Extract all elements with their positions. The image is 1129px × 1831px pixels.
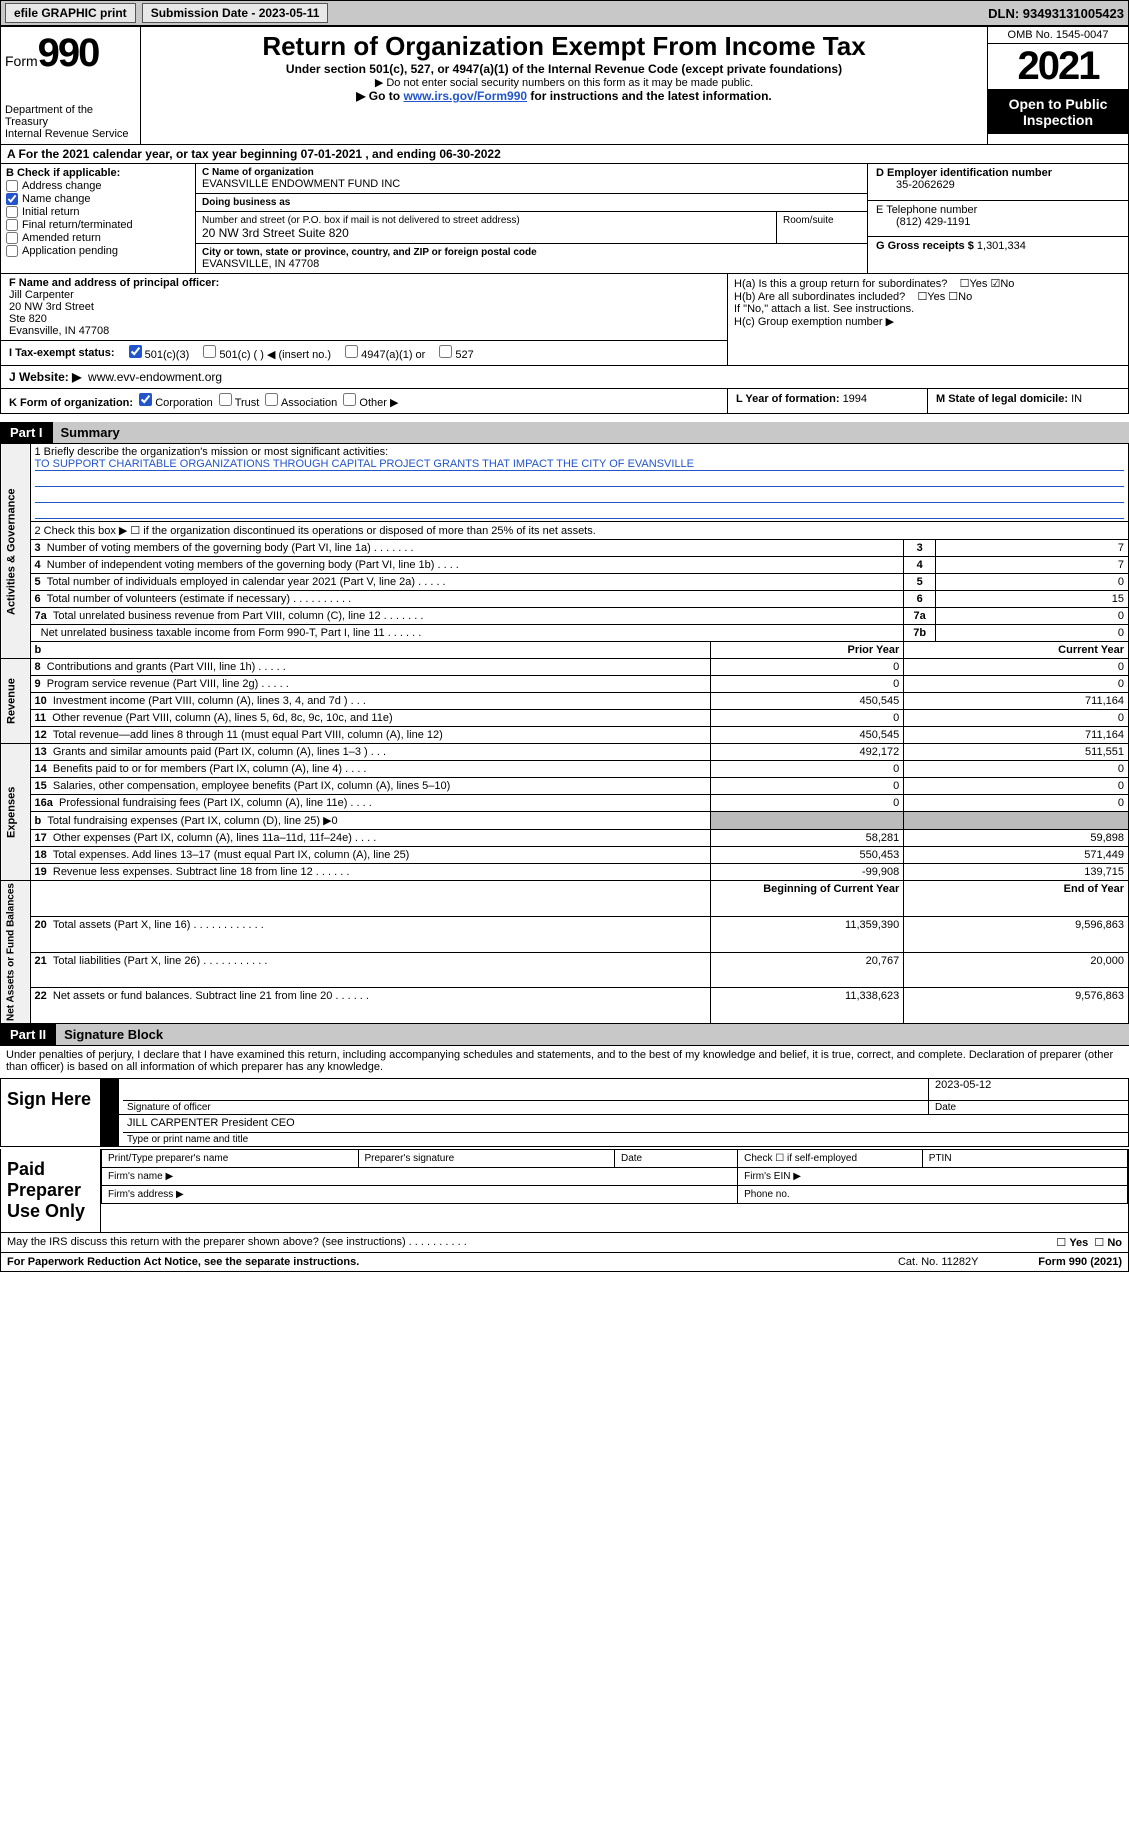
chk-other[interactable]: [343, 393, 356, 406]
form-title: Return of Organization Exempt From Incom…: [147, 31, 981, 62]
city-label: City or town, state or province, country…: [202, 247, 861, 258]
i-label: I Tax-exempt status:: [9, 347, 115, 359]
part1-header: Part I Summary: [0, 422, 1129, 443]
gov-row: 3 Number of voting members of the govern…: [1, 540, 1129, 557]
part2-header: Part II Signature Block: [0, 1024, 1129, 1045]
goto-pre: ▶ Go to: [356, 89, 403, 103]
gov-row: 4 Number of independent voting members o…: [1, 557, 1129, 574]
dept-label: Department of the Treasury: [5, 104, 136, 128]
ein-label: D Employer identification number: [876, 167, 1120, 179]
form-number: 990: [38, 31, 99, 75]
b-label: B Check if applicable:: [6, 167, 190, 179]
street-label: Number and street (or P.O. box if mail i…: [202, 215, 770, 226]
submission-date-button[interactable]: Submission Date - 2023-05-11: [142, 3, 329, 23]
sign-here-label: Sign Here: [1, 1079, 101, 1146]
form-header: Form990 Department of the Treasury Inter…: [0, 26, 1129, 145]
gov-row: 7a Total unrelated business revenue from…: [1, 608, 1129, 625]
gross-value: 1,301,334: [977, 240, 1026, 252]
preparer-section: Paid Preparer Use Only Print/Type prepar…: [0, 1149, 1129, 1233]
chk-amended-return[interactable]: [6, 232, 18, 244]
ssn-note: ▶ Do not enter social security numbers o…: [147, 76, 981, 89]
officer-section: F Name and address of principal officer:…: [0, 274, 1129, 366]
dba-label: Doing business as: [202, 197, 861, 208]
phone-value: (812) 429-1191: [876, 216, 1120, 228]
omb-number: OMB No. 1545-0047: [988, 27, 1128, 44]
tax-year: 2021: [988, 44, 1128, 90]
chk-501c[interactable]: [203, 345, 216, 358]
top-toolbar: efile GRAPHIC print Submission Date - 20…: [0, 0, 1129, 26]
mission-label: 1 Briefly describe the organization's mi…: [35, 446, 1125, 458]
chk-4947[interactable]: [345, 345, 358, 358]
chk-trust[interactable]: [219, 393, 232, 406]
h-note: If "No," attach a list. See instructions…: [734, 303, 1122, 315]
ein-value: 35-2062629: [876, 179, 1120, 191]
ha-label: H(a) Is this a group return for subordin…: [734, 277, 1122, 290]
org-info-section: B Check if applicable: Address change Na…: [0, 164, 1129, 274]
chk-527[interactable]: [439, 345, 452, 358]
officer-name: Jill Carpenter: [9, 289, 74, 301]
street-value: 20 NW 3rd Street Suite 820: [202, 226, 770, 240]
summary-table: Activities & Governance 1 Briefly descri…: [0, 443, 1129, 1024]
chk-association[interactable]: [265, 393, 278, 406]
officer-sig-name: JILL CARPENTER President CEO: [123, 1115, 1128, 1133]
org-name: EVANSVILLE ENDOWMENT FUND INC: [202, 178, 861, 190]
chk-corporation[interactable]: [139, 393, 152, 406]
gross-label: G Gross receipts $: [876, 240, 977, 252]
net-vlabel: Net Assets or Fund Balances: [1, 881, 31, 1024]
chk-name-change[interactable]: [6, 193, 18, 205]
dln-label: DLN: 93493131005423: [988, 6, 1124, 21]
signature-section: Sign Here 2023-05-12 Signature of office…: [0, 1078, 1129, 1147]
gov-vlabel: Activities & Governance: [1, 444, 31, 659]
rev-vlabel: Revenue: [1, 659, 31, 744]
gov-row: 5 Total number of individuals employed i…: [1, 574, 1129, 591]
chk-final-return[interactable]: [6, 219, 18, 231]
line2: 2 Check this box ▶ ☐ if the organization…: [30, 522, 1129, 540]
hc-label: H(c) Group exemption number ▶: [734, 315, 1122, 328]
website-value: www.evv-endowment.org: [88, 370, 222, 384]
page-footer: For Paperwork Reduction Act Notice, see …: [0, 1253, 1129, 1272]
hb-label: H(b) Are all subordinates included? ☐Yes…: [734, 290, 1122, 303]
mission-text: TO SUPPORT CHARITABLE ORGANIZATIONS THRO…: [35, 458, 1125, 471]
officer-addr1: 20 NW 3rd Street: [9, 301, 94, 313]
gov-row: 6 Total number of volunteers (estimate i…: [1, 591, 1129, 608]
chk-application-pending[interactable]: [6, 245, 18, 257]
chk-address-change[interactable]: [6, 180, 18, 192]
form-org-row: K Form of organization: Corporation Trus…: [0, 389, 1129, 414]
chk-initial-return[interactable]: [6, 206, 18, 218]
declaration-text: Under penalties of perjury, I declare th…: [0, 1045, 1129, 1076]
paid-preparer-label: Paid Preparer Use Only: [1, 1149, 101, 1232]
chk-501c3[interactable]: [129, 345, 142, 358]
section-note: Under section 501(c), 527, or 4947(a)(1)…: [147, 62, 981, 76]
gov-row: Net unrelated business taxable income fr…: [1, 625, 1129, 642]
form990-link[interactable]: www.irs.gov/Form990: [403, 89, 527, 103]
officer-addr3: Evansville, IN 47708: [9, 325, 109, 337]
phone-label: E Telephone number: [876, 204, 1120, 216]
line-a-tax-year: A For the 2021 calendar year, or tax yea…: [0, 145, 1129, 164]
irs-label: Internal Revenue Service: [5, 128, 136, 140]
city-value: EVANSVILLE, IN 47708: [202, 258, 861, 270]
form-word: Form: [5, 53, 38, 69]
website-row: J Website: ▶ www.evv-endowment.org: [0, 366, 1129, 389]
discuss-row: May the IRS discuss this return with the…: [0, 1233, 1129, 1253]
goto-post: for instructions and the latest informat…: [527, 89, 772, 103]
room-label: Room/suite: [783, 215, 861, 226]
open-to-public: Open to Public Inspection: [988, 90, 1128, 134]
efile-print-button[interactable]: efile GRAPHIC print: [5, 3, 136, 23]
c-name-label: C Name of organization: [202, 167, 861, 178]
f-label: F Name and address of principal officer:: [9, 277, 219, 289]
exp-vlabel: Expenses: [1, 744, 31, 881]
officer-addr2: Ste 820: [9, 313, 47, 325]
